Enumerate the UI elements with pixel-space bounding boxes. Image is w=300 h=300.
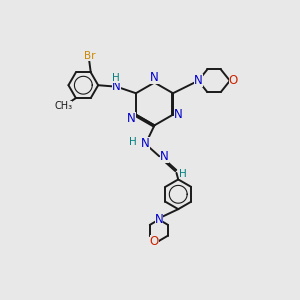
Text: O: O [150, 235, 159, 248]
Text: N: N [154, 213, 163, 226]
Text: N: N [194, 74, 203, 87]
Text: N: N [112, 80, 121, 93]
Text: Br: Br [83, 51, 95, 61]
Text: H: H [112, 74, 120, 83]
Text: N: N [150, 71, 159, 84]
Text: N: N [127, 112, 136, 125]
Text: H: H [129, 137, 137, 147]
Text: O: O [229, 74, 238, 87]
Text: N: N [174, 108, 183, 121]
Text: H: H [179, 169, 187, 179]
Text: CH₃: CH₃ [54, 101, 73, 111]
Text: N: N [160, 150, 169, 163]
Text: N: N [141, 137, 150, 150]
